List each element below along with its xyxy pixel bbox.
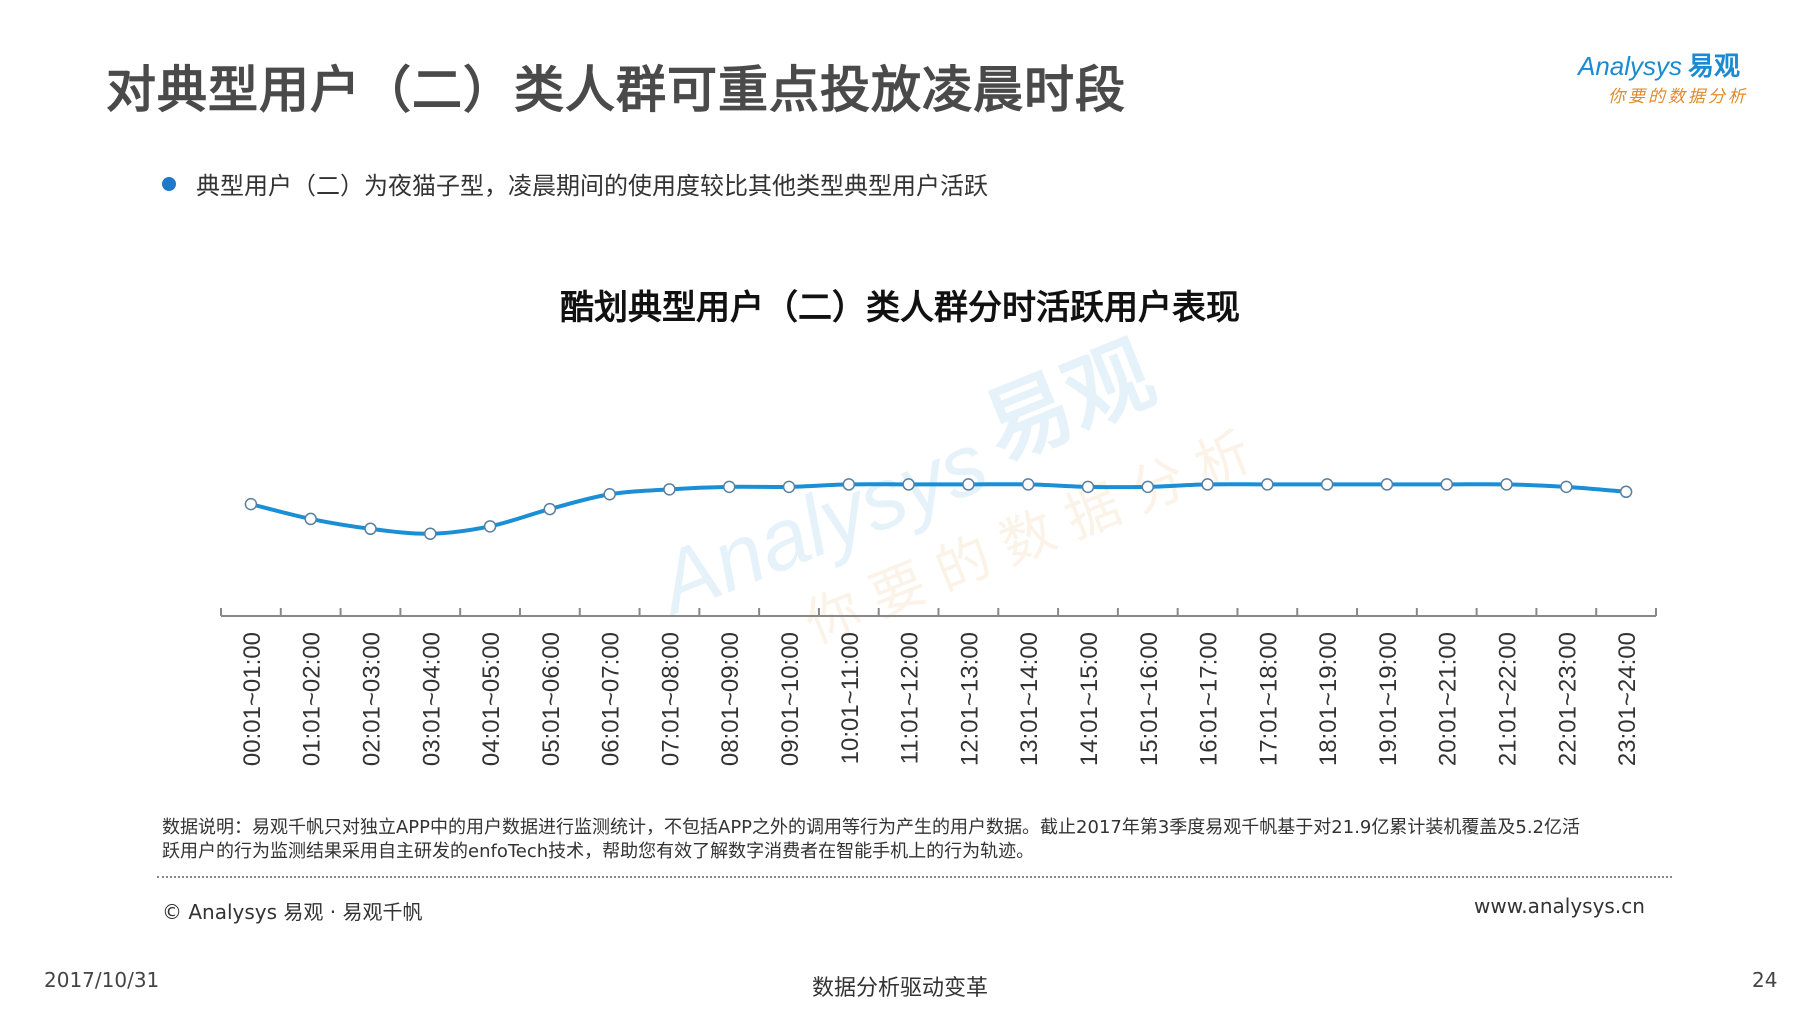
x-tick-label: 16:01~17:00 [1196, 632, 1223, 766]
data-point [1081, 480, 1095, 494]
bullet-text: 典型用户（二）为夜猫子型，凌晨期间的使用度较比其他类型典型用户活跃 [196, 172, 988, 200]
x-tick-label: 17:01~18:00 [1255, 632, 1282, 766]
x-tick-label: 03:01~04:00 [418, 632, 445, 766]
x-tick-label: 14:01~15:00 [1076, 632, 1103, 766]
data-point [962, 478, 975, 491]
data-point [663, 483, 676, 496]
footer-divider [157, 876, 1672, 878]
data-point [1021, 478, 1035, 491]
footer-slogan: 数据分析驱动变革 [811, 976, 988, 1001]
data-point [1619, 485, 1633, 499]
x-tick-label: 13:01~14:00 [1016, 632, 1043, 766]
data-point [543, 502, 557, 516]
data-point [1500, 478, 1513, 491]
data-point [902, 478, 915, 491]
x-tick-label: 12:01~13:00 [956, 632, 983, 766]
watermark-brand-cn: 易观 [971, 323, 1168, 480]
data-point [304, 512, 317, 526]
data-point [424, 527, 437, 540]
data-point [244, 497, 258, 511]
x-tick-label: 10:01~11:00 [837, 632, 864, 764]
series-line [244, 478, 1633, 540]
x-tick-label: 22:01~23:00 [1554, 632, 1581, 766]
x-tick-label: 00:01~01:00 [239, 632, 266, 766]
line-chart: Analysys 易观 你要的数据分析 00:01~01:00 01:01~02:… [220, 323, 1657, 766]
data-point [1261, 478, 1274, 491]
bullet-point: 典型用户（二）为夜猫子型，凌晨期间的使用度较比其他类型典型用户活跃 [162, 166, 988, 201]
page-number: 24 [1752, 968, 1778, 992]
data-point [722, 480, 736, 494]
data-point [1320, 478, 1334, 491]
logo-slogan: 你要的数据分析 [1608, 87, 1748, 107]
x-tick-label: 19:01~19:00 [1375, 632, 1402, 766]
chart-title: 酷划典型用户（二）类人群分时活跃用户表现 [560, 288, 1240, 328]
analysys-logo: Analysys 易观 你要的数据分析 [1578, 46, 1778, 112]
x-tick-label: 04:01~05:00 [478, 632, 505, 766]
website-link[interactable]: www.analysys.cn [1474, 894, 1645, 918]
x-tick-label: 08:01~09:00 [717, 632, 744, 766]
slide-date: 2017/10/31 [44, 968, 160, 992]
data-point [364, 522, 377, 536]
copyright: © Analysys 易观 · 易观千帆 [162, 900, 423, 924]
x-tick-label: 11:01~12:00 [897, 632, 924, 764]
x-axis [220, 608, 1657, 617]
x-tick-label: 21:01~22:00 [1495, 632, 1522, 766]
x-tick-label: 15:01~16:00 [1136, 632, 1163, 766]
data-point [483, 520, 497, 533]
x-tick-label: 06:01~07:00 [598, 632, 625, 766]
x-tick-labels: 00:01~01:00 01:01~02:00 02:01~03:00 03:01~0… [239, 632, 1641, 766]
x-tick-label: 18:01~19:00 [1315, 632, 1342, 766]
bullet-dot-icon [162, 177, 176, 191]
data-point [1380, 478, 1394, 491]
data-point [842, 478, 856, 491]
data-notes: 数据说明：易观千帆只对独立APP中的用户数据进行监测统计，不包括APP之外的调用… [162, 817, 1581, 862]
x-tick-label: 20:01~21:00 [1435, 632, 1462, 766]
data-point [1560, 480, 1573, 494]
data-point [782, 480, 796, 494]
data-point [603, 488, 616, 501]
data-point [1141, 480, 1155, 494]
x-tick-label: 07:01~08:00 [657, 632, 684, 766]
logo-brand: Analysys [1578, 51, 1683, 81]
data-point [1201, 478, 1214, 491]
x-tick-label: 05:01~06:00 [538, 632, 565, 766]
logo-brand-cn: 易观 [1688, 51, 1741, 81]
page-title: 对典型用户（二）类人群可重点投放凌晨时段 [106, 61, 1126, 119]
x-tick-label: 02:01~03:00 [358, 632, 385, 766]
x-tick-label: 01:01~02:00 [299, 632, 326, 766]
x-tick-label: 23:01~24:00 [1614, 632, 1641, 766]
data-point [1440, 478, 1453, 491]
x-tick-label: 09:01~10:00 [777, 632, 804, 766]
